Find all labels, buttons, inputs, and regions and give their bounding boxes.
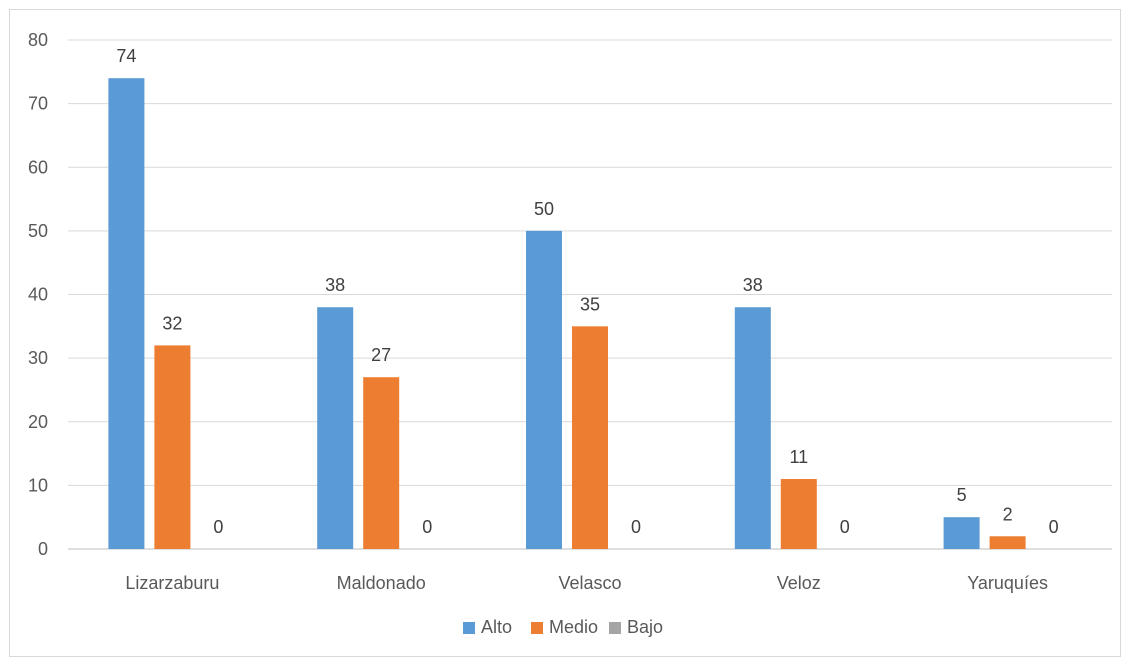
bar-medio (154, 345, 191, 549)
data-label: 74 (116, 46, 136, 66)
data-label: 0 (631, 517, 641, 537)
y-tick-label: 20 (28, 412, 48, 432)
data-label: 38 (325, 275, 345, 295)
bar-medio (989, 536, 1026, 549)
bar-medio (780, 479, 817, 549)
x-axis-categories: Lizarzaburu Maldonado Velasco Veloz Yaruquíe… (125, 573, 1048, 593)
data-label: 5 (957, 485, 967, 505)
data-label: 27 (371, 345, 391, 365)
data-label: 0 (1049, 517, 1059, 537)
legend: Alto Medio Bajo (463, 617, 663, 637)
bar-alto (734, 307, 771, 549)
data-label: 0 (840, 517, 850, 537)
legend-swatch-bajo (609, 622, 621, 634)
data-label: 11 (789, 447, 808, 467)
y-tick-label: 0 (38, 539, 48, 559)
data-label: 35 (580, 294, 600, 314)
y-tick-label: 30 (28, 348, 48, 368)
y-tick-label: 60 (28, 157, 48, 177)
bar-medio (572, 326, 608, 549)
data-labels: 74 32 0 38 27 0 50 35 0 38 11 0 5 2 0 (116, 46, 1058, 537)
y-tick-label: 80 (28, 30, 48, 50)
data-label: 0 (213, 517, 223, 537)
y-axis-ticks: 0 10 20 30 40 50 60 70 80 (28, 30, 48, 559)
gridlines (68, 39, 1112, 550)
data-label: 50 (534, 199, 554, 219)
y-tick-label: 10 (28, 475, 48, 495)
data-label: 0 (422, 517, 432, 537)
data-label: 32 (162, 313, 182, 333)
x-category-label: Yaruquíes (967, 573, 1048, 593)
legend-label: Medio (549, 617, 598, 637)
x-category-label: Velasco (558, 573, 621, 593)
bar-alto (526, 230, 562, 549)
y-tick-label: 70 (28, 94, 48, 114)
bars (108, 78, 1026, 550)
data-label: 2 (1003, 504, 1013, 524)
bar-alto (943, 517, 980, 549)
bar-alto (317, 307, 354, 549)
x-category-label: Lizarzaburu (125, 573, 219, 593)
x-category-label: Maldonado (337, 573, 426, 593)
legend-swatch-medio (531, 622, 543, 634)
y-tick-label: 50 (28, 221, 48, 241)
legend-label: Alto (481, 617, 512, 637)
bar-medio (363, 377, 400, 549)
y-tick-label: 40 (28, 285, 48, 305)
data-label: 38 (743, 275, 763, 295)
legend-label: Bajo (627, 617, 663, 637)
legend-swatch-alto (463, 622, 475, 634)
x-category-label: Veloz (777, 573, 821, 593)
bar-alto (108, 78, 145, 550)
